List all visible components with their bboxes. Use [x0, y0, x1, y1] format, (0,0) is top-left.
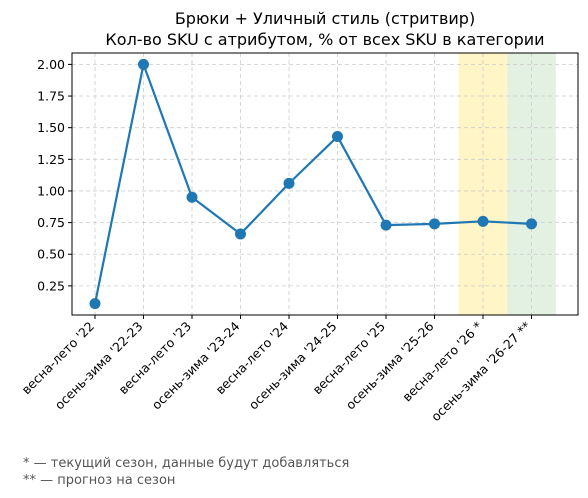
data-point	[283, 177, 295, 189]
y-tick-label: 0.50	[37, 247, 65, 262]
y-tick-label: 0.25	[37, 278, 65, 293]
y-tick-label: 2.00	[37, 57, 65, 72]
x-tick-label: осень-зима '25-26	[343, 318, 437, 412]
y-tick-label: 1.00	[37, 183, 65, 198]
highlight-band-1	[458, 53, 508, 315]
data-point	[332, 131, 343, 143]
highlight-bands	[458, 53, 556, 315]
x-tick-label: осень-зима '26-27 **	[428, 319, 534, 425]
chart-subtitle: Кол-во SKU с атрибутом, % от всех SKU в …	[105, 30, 544, 49]
y-tick-label: 0.75	[37, 215, 65, 230]
footnote-forecast: ** — прогноз на сезон	[23, 473, 176, 488]
data-point	[380, 219, 392, 231]
data-point	[526, 218, 537, 230]
data-point	[429, 218, 440, 230]
series-path	[93, 63, 532, 304]
highlight-band-2	[507, 53, 556, 315]
data-point	[89, 298, 101, 310]
grid-lines	[72, 53, 578, 315]
footnote-current-season: * — текущий сезон, данные будут добавлят…	[23, 456, 350, 471]
chart-title: Брюки + Уличный стиль (стритвир)	[175, 9, 475, 28]
x-tick-label: осень-зима '22-23	[52, 319, 146, 413]
series-line	[89, 58, 537, 310]
y-tick-label: 1.25	[37, 152, 65, 167]
data-point	[186, 191, 198, 203]
plot-frame	[71, 52, 579, 316]
data-point	[138, 58, 149, 70]
data-point	[477, 215, 489, 227]
x-tick-label: осень-зима '23-24	[149, 318, 243, 412]
y-axis: 0.25 0.50 0.75 1.00 1.25 1.50 1.75 2.00	[37, 57, 72, 293]
y-tick-label: 1.50	[37, 120, 65, 135]
x-tick-label: осень-зима '24-25	[246, 319, 340, 413]
y-tick-label: 1.75	[37, 89, 65, 104]
data-point	[235, 228, 246, 240]
